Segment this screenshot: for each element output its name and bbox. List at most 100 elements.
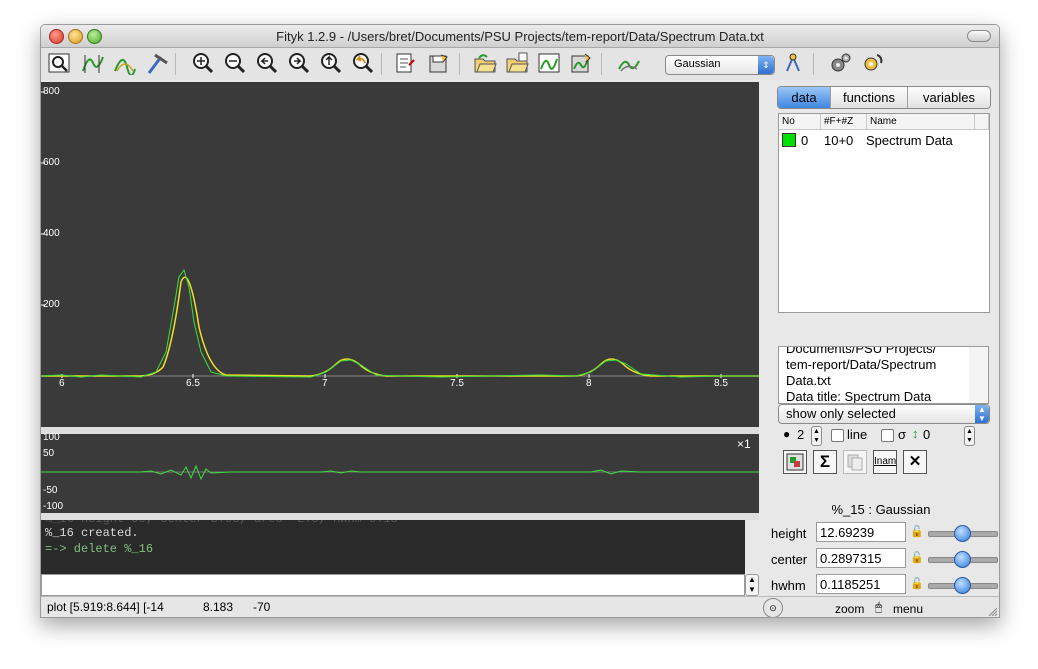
console-line: =-> delete %_16 [45, 542, 154, 556]
data-editor-icon[interactable] [537, 51, 561, 75]
sidebar: data functions variables No #F+#Z Name 0… [761, 82, 999, 594]
y-tick-800: 800 [43, 86, 60, 97]
resize-grip-icon[interactable] [987, 606, 997, 616]
export-data-icon[interactable] [569, 51, 593, 75]
tab-data[interactable]: data [778, 87, 830, 108]
color-picker-button[interactable] [783, 450, 807, 474]
mouse-icon: 🖱 [875, 600, 883, 614]
command-input[interactable] [41, 574, 745, 596]
guess-peak-icon[interactable] [783, 51, 807, 75]
param-label: hwhm [771, 578, 806, 593]
residual-points [41, 464, 759, 481]
window-title: Fityk 1.2.9 - /Users/bret/Documents/PSU … [276, 29, 764, 44]
x-tick-7-5: 7.5 [450, 378, 464, 389]
dataset-list[interactable]: No #F+#Z Name 0 10+0 Spectrum Data [778, 113, 990, 313]
residual-plot[interactable]: 100 50 -50 -100 ×1 [41, 432, 759, 513]
scroll-left-icon[interactable] [255, 51, 279, 75]
status-y: -70 [253, 600, 271, 614]
zoom-all-icon[interactable] [191, 51, 215, 75]
shift-value[interactable]: 0 [923, 427, 931, 442]
shift-stepper[interactable]: ▲ ▼ [964, 426, 975, 446]
resid-scale[interactable]: ×1 [737, 437, 751, 451]
show-mode-value: show only selected [786, 406, 896, 421]
load-data-icon[interactable] [505, 51, 529, 75]
y-tick-200: 200 [43, 299, 60, 310]
x-tick-6: 6 [59, 378, 65, 389]
param-row-hwhm: hwhm 0.1185251 🔓 [771, 574, 999, 598]
x-tick-7: 7 [322, 378, 328, 389]
duplicate-icon[interactable] [843, 450, 867, 474]
auto-peak-icon[interactable] [617, 51, 641, 75]
script-icon[interactable] [393, 51, 417, 75]
console-line: %_16 created. [45, 526, 139, 540]
open-data-icon[interactable] [473, 51, 497, 75]
function-type-value: Gaussian [674, 58, 721, 70]
add-peak-icon[interactable] [113, 51, 137, 77]
point-size-value[interactable]: 2 [797, 427, 805, 442]
status-x: 8.183 [203, 600, 234, 614]
info-line: Data.txt [786, 373, 831, 388]
param-slider-knob[interactable] [954, 525, 971, 542]
previous-zoom-icon[interactable] [351, 51, 375, 75]
lock-icon[interactable]: 🔓 [910, 526, 924, 538]
console-splitter[interactable] [41, 513, 759, 520]
column-fz[interactable]: #F+#Z [821, 114, 867, 130]
x-tick-8-5: 8.5 [714, 378, 728, 389]
rename-icon[interactable]: Inam [873, 450, 897, 474]
select-arrows-icon: ▲ ▼ [975, 405, 989, 423]
column-name[interactable]: Name [867, 114, 975, 130]
line-checkbox[interactable] [831, 429, 844, 442]
output-console: %_16 height 50, center 8.08, area ~2.5, … [41, 520, 745, 574]
select-arrows-icon: ⇕ [758, 56, 774, 74]
param-slider-knob[interactable] [954, 577, 971, 594]
dataset-color-swatch[interactable] [782, 133, 796, 147]
lock-icon[interactable]: 🔓 [910, 552, 924, 564]
show-mode-select[interactable]: show only selected ▲ ▼ [778, 404, 990, 424]
resid-tick-50: 50 [43, 448, 55, 459]
close-window-button[interactable] [49, 29, 64, 44]
range-mode-icon[interactable] [81, 51, 105, 75]
status-mode: zoom [835, 602, 865, 616]
param-slider-knob[interactable] [954, 551, 971, 568]
dataset-row[interactable]: 0 10+0 Spectrum Data [779, 131, 969, 149]
function-type-select[interactable]: Gaussian ⇕ [665, 55, 775, 75]
minimize-window-button[interactable] [68, 29, 83, 44]
param-value[interactable]: 12.69239 [816, 522, 906, 542]
info-line: Data title: Spectrum Data [786, 389, 932, 404]
zoom-vertical-icon[interactable] [223, 51, 247, 75]
console-ghost-line: %_16 height 50, center 8.08, area ~2.5, … [45, 520, 398, 526]
param-label: center [771, 552, 808, 567]
point-size-stepper[interactable]: ▲ ▼ [811, 426, 822, 446]
delete-icon[interactable]: ✕ [903, 450, 927, 474]
point-size-icon: ● [783, 427, 791, 441]
info-scrollbar[interactable] [969, 346, 989, 404]
resid-tick-neg50: -50 [43, 485, 58, 496]
param-value[interactable]: 0.2897315 [816, 548, 906, 568]
zoom-out-vertical-icon[interactable] [319, 51, 343, 75]
mouse-mode-icon[interactable]: ⊙ [763, 598, 783, 617]
param-value[interactable]: 0.1185251 [816, 574, 906, 594]
title-bar: Fityk 1.2.9 - /Users/bret/Documents/PSU … [41, 25, 999, 48]
resid-tick-100: 100 [43, 432, 60, 443]
sum-icon[interactable]: Σ [813, 450, 837, 474]
plot-splitter[interactable] [41, 427, 759, 434]
app-window: Fityk 1.2.9 - /Users/bret/Documents/PSU … [40, 24, 1000, 618]
fit-settings-icon[interactable] [829, 51, 853, 75]
sigma-checkbox[interactable] [881, 429, 894, 442]
baseline-mode-icon[interactable] [145, 51, 169, 75]
main-plot[interactable]: 800 600 400 200 6 6.5 7 7.5 8 8.5 [41, 82, 759, 427]
lock-icon[interactable]: 🔓 [910, 578, 924, 590]
function-title: %_15 : Gaussian [831, 502, 931, 517]
param-row-center: center 0.2897315 🔓 [771, 548, 999, 572]
zoom-mode-icon[interactable] [47, 51, 71, 75]
tab-variables[interactable]: variables [922, 90, 976, 105]
zoom-window-button[interactable] [87, 29, 102, 44]
tab-functions[interactable]: functions [842, 90, 896, 105]
run-fit-icon[interactable] [861, 51, 885, 75]
save-session-icon[interactable] [427, 51, 451, 75]
scroll-right-icon[interactable] [287, 51, 311, 75]
toolbar-toggle-button[interactable] [967, 30, 991, 42]
command-history-stepper[interactable]: ▲ ▼ [745, 574, 759, 596]
column-no[interactable]: No [779, 114, 821, 130]
dataset-fz: 10+0 [824, 133, 854, 148]
